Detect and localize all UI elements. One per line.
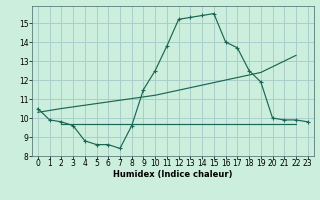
X-axis label: Humidex (Indice chaleur): Humidex (Indice chaleur) <box>113 170 233 179</box>
